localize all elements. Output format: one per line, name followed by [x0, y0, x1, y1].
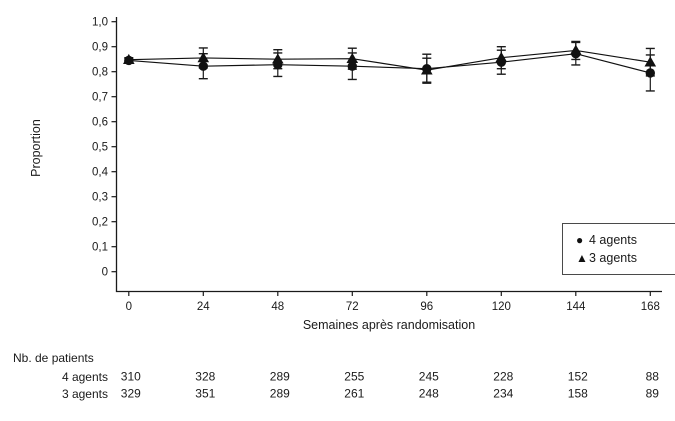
legend: ● 4 agents ▲ 3 agents [562, 223, 675, 275]
circle-marker [645, 68, 655, 78]
triangle-marker [644, 56, 657, 67]
x-tick-label: 72 [346, 301, 359, 313]
x-tick-label: 144 [566, 301, 586, 313]
patient-count-cell: 289 [270, 370, 290, 384]
x-tick-label: 48 [271, 301, 284, 313]
patient-count-cell: 310 [121, 370, 141, 384]
patient-count-cell: 158 [568, 387, 588, 401]
y-axis-title: Proportion [29, 119, 43, 177]
patient-count-cell: 255 [344, 370, 364, 384]
x-tick-label: 0 [126, 301, 132, 313]
patient-count-cell: 328 [195, 370, 215, 384]
triangle-marker [346, 52, 359, 63]
x-tick-label: 96 [420, 301, 433, 313]
patient-count-cell: 152 [568, 370, 588, 384]
y-tick-label: 0,7 [92, 92, 108, 104]
patient-count-cell: 261 [344, 387, 364, 401]
circle-marker [347, 61, 357, 71]
y-tick-label: 0,8 [92, 67, 108, 79]
patient-count-cell: 228 [493, 370, 513, 384]
patients-table-title: Nb. de patients [13, 351, 94, 365]
triangle-marker [570, 44, 582, 55]
triangle-marker [421, 64, 433, 75]
patient-count-cell: 89 [646, 387, 660, 401]
legend-item-4-agents: ● 4 agents [576, 231, 675, 249]
triangle-marker [495, 51, 508, 62]
series-line-circle [128, 53, 651, 74]
y-tick-label: 0,6 [92, 117, 108, 129]
patient-count-cell: 234 [493, 387, 513, 401]
patient-count-cell: 351 [195, 387, 215, 401]
patient-count-cell: 248 [419, 387, 439, 401]
x-tick-label: 24 [197, 301, 210, 313]
patient-count-cell: 289 [270, 387, 290, 401]
triangle-marker-icon: ▲ [576, 251, 588, 265]
y-tick-label: 0,9 [92, 42, 108, 54]
y-tick-label: 1,0 [92, 17, 108, 29]
y-tick-label: 0,1 [92, 242, 108, 254]
patient-count-cell: 329 [121, 387, 141, 401]
x-axis-title: Semaines après randomisation [302, 318, 476, 332]
patient-count-cell: 245 [419, 370, 439, 384]
circle-marker [198, 61, 208, 71]
y-tick-label: 0 [102, 267, 108, 279]
legend-item-3-agents: ▲ 3 agents [576, 249, 675, 267]
x-tick-label: 168 [641, 301, 660, 313]
triangle-marker [197, 52, 210, 63]
x-tick-label: 120 [492, 301, 511, 313]
triangle-marker [123, 53, 135, 64]
patients-row-label-3-agents: 3 agents [61, 387, 108, 401]
y-tick-label: 0,3 [92, 192, 108, 204]
patient-count-cell: 88 [646, 370, 660, 384]
y-tick-label: 0,4 [92, 167, 109, 179]
legend-label: 3 agents [589, 251, 637, 265]
series-line-triangle [128, 49, 651, 71]
legend-label: 4 agents [589, 233, 637, 247]
circle-marker-icon: ● [576, 233, 584, 247]
patients-row-label-4-agents: 4 agents [61, 370, 108, 384]
y-tick-label: 0,5 [92, 142, 108, 154]
y-tick-label: 0,2 [92, 217, 108, 229]
triangle-marker [272, 53, 284, 64]
